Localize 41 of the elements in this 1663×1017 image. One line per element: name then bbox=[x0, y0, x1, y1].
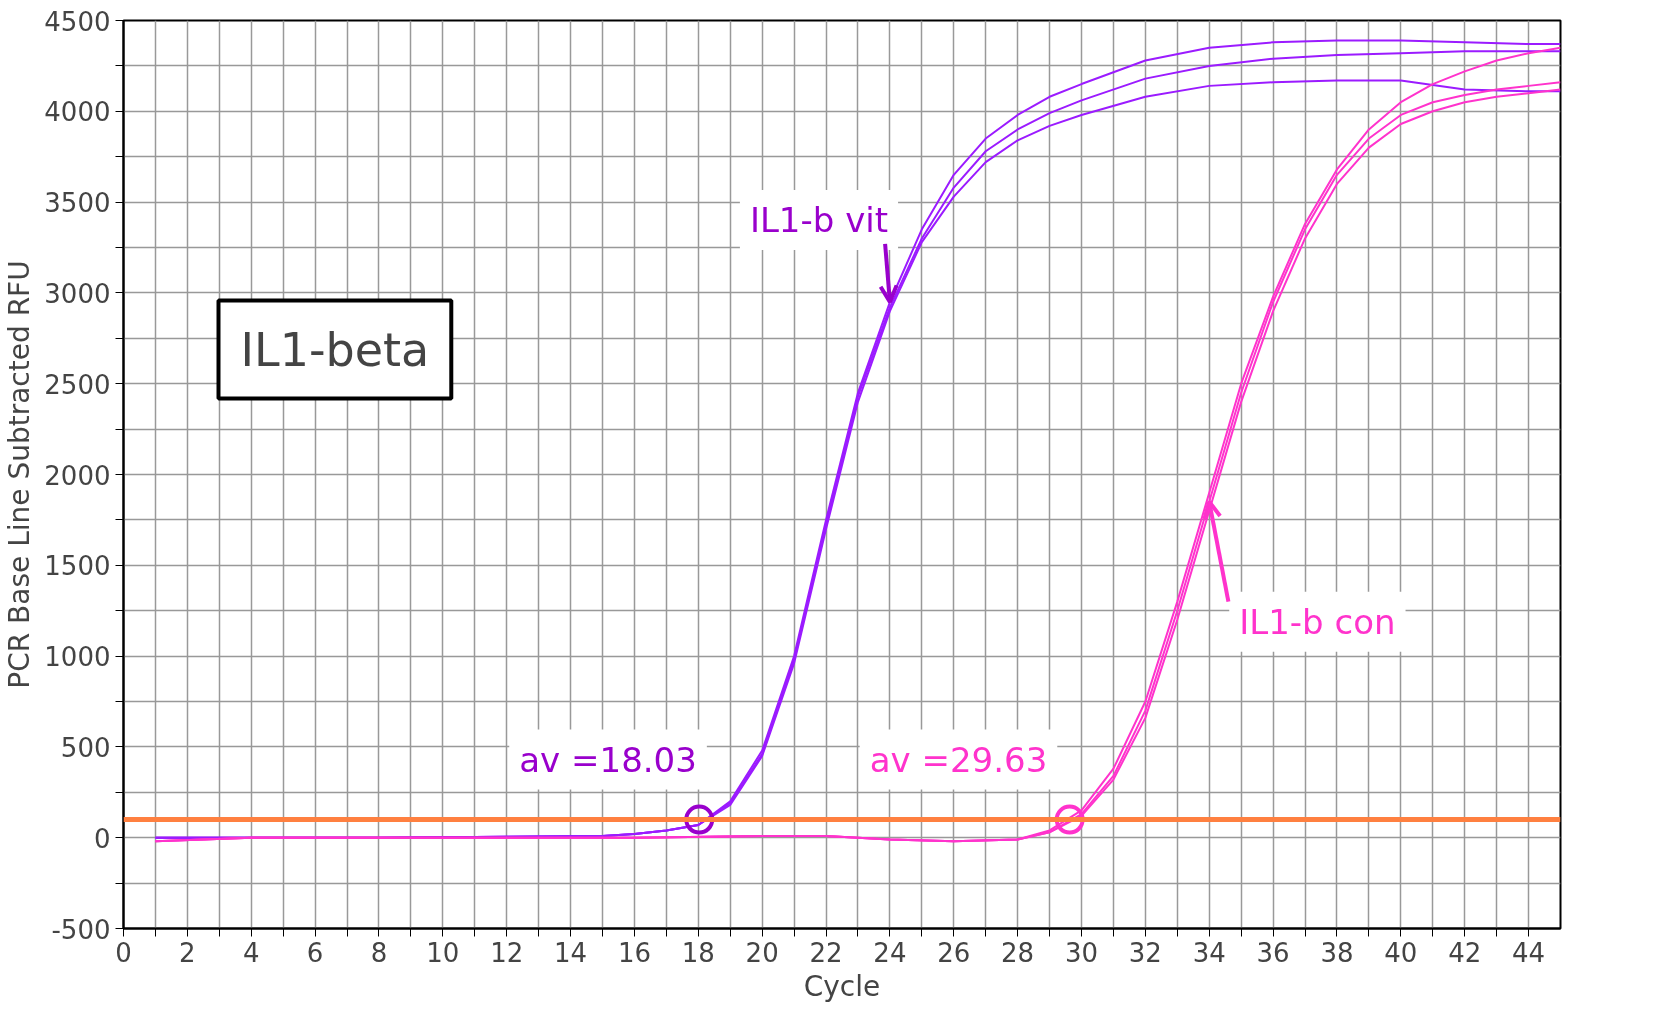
y-tick-label: 1000 bbox=[44, 642, 111, 673]
annotation: IL1-b con bbox=[1239, 601, 1396, 642]
annotation: av =29.63 bbox=[869, 739, 1048, 780]
x-tick-label: 28 bbox=[1001, 937, 1035, 968]
y-tick-label: 3000 bbox=[44, 278, 111, 309]
y-tick-label: 3500 bbox=[44, 188, 111, 219]
x-tick-label: 2 bbox=[179, 937, 196, 968]
x-tick-label: 20 bbox=[745, 937, 779, 968]
x-tick-label: 36 bbox=[1256, 937, 1290, 968]
x-tick-label: 24 bbox=[873, 937, 907, 968]
y-tick-label: -500 bbox=[51, 914, 111, 945]
x-tick-label: 22 bbox=[809, 937, 843, 968]
y-tick-label: 0 bbox=[93, 823, 111, 854]
x-tick-label: 34 bbox=[1192, 937, 1226, 968]
x-tick-label: 26 bbox=[937, 937, 971, 968]
x-tick-label: 10 bbox=[426, 937, 460, 968]
y-tick-label: 4500 bbox=[44, 6, 111, 37]
x-tick-label: 18 bbox=[681, 937, 715, 968]
x-tick-label: 44 bbox=[1512, 937, 1546, 968]
x-tick-label: 4 bbox=[242, 937, 260, 968]
y-tick-label: 4000 bbox=[44, 97, 111, 128]
annotation: IL1-b vit bbox=[749, 199, 889, 240]
x-tick-label: 6 bbox=[306, 937, 324, 968]
x-axis-title: Cycle bbox=[803, 969, 881, 1003]
x-tick-label: 16 bbox=[617, 937, 651, 968]
annotation: av =18.03 bbox=[519, 739, 697, 780]
y-axis-title: PCR Base Line Subtracted RFU bbox=[3, 260, 37, 689]
x-tick-label: 30 bbox=[1064, 937, 1099, 968]
x-tick-label: 32 bbox=[1128, 937, 1162, 968]
x-tick-label: 14 bbox=[554, 937, 588, 968]
y-tick-label: 1500 bbox=[44, 551, 111, 582]
x-tick-label: 38 bbox=[1320, 937, 1354, 968]
x-tick-label: 12 bbox=[490, 937, 524, 968]
y-tick-label: 2500 bbox=[44, 369, 111, 400]
y-tick-label: 2000 bbox=[44, 460, 111, 491]
x-tick-label: 0 bbox=[115, 937, 132, 968]
x-tick-label: 42 bbox=[1448, 937, 1482, 968]
text: IL1-beta bbox=[240, 322, 430, 377]
x-tick-label: 8 bbox=[370, 937, 388, 968]
x-tick-label: 40 bbox=[1384, 937, 1418, 968]
y-tick-label: 500 bbox=[60, 732, 111, 763]
